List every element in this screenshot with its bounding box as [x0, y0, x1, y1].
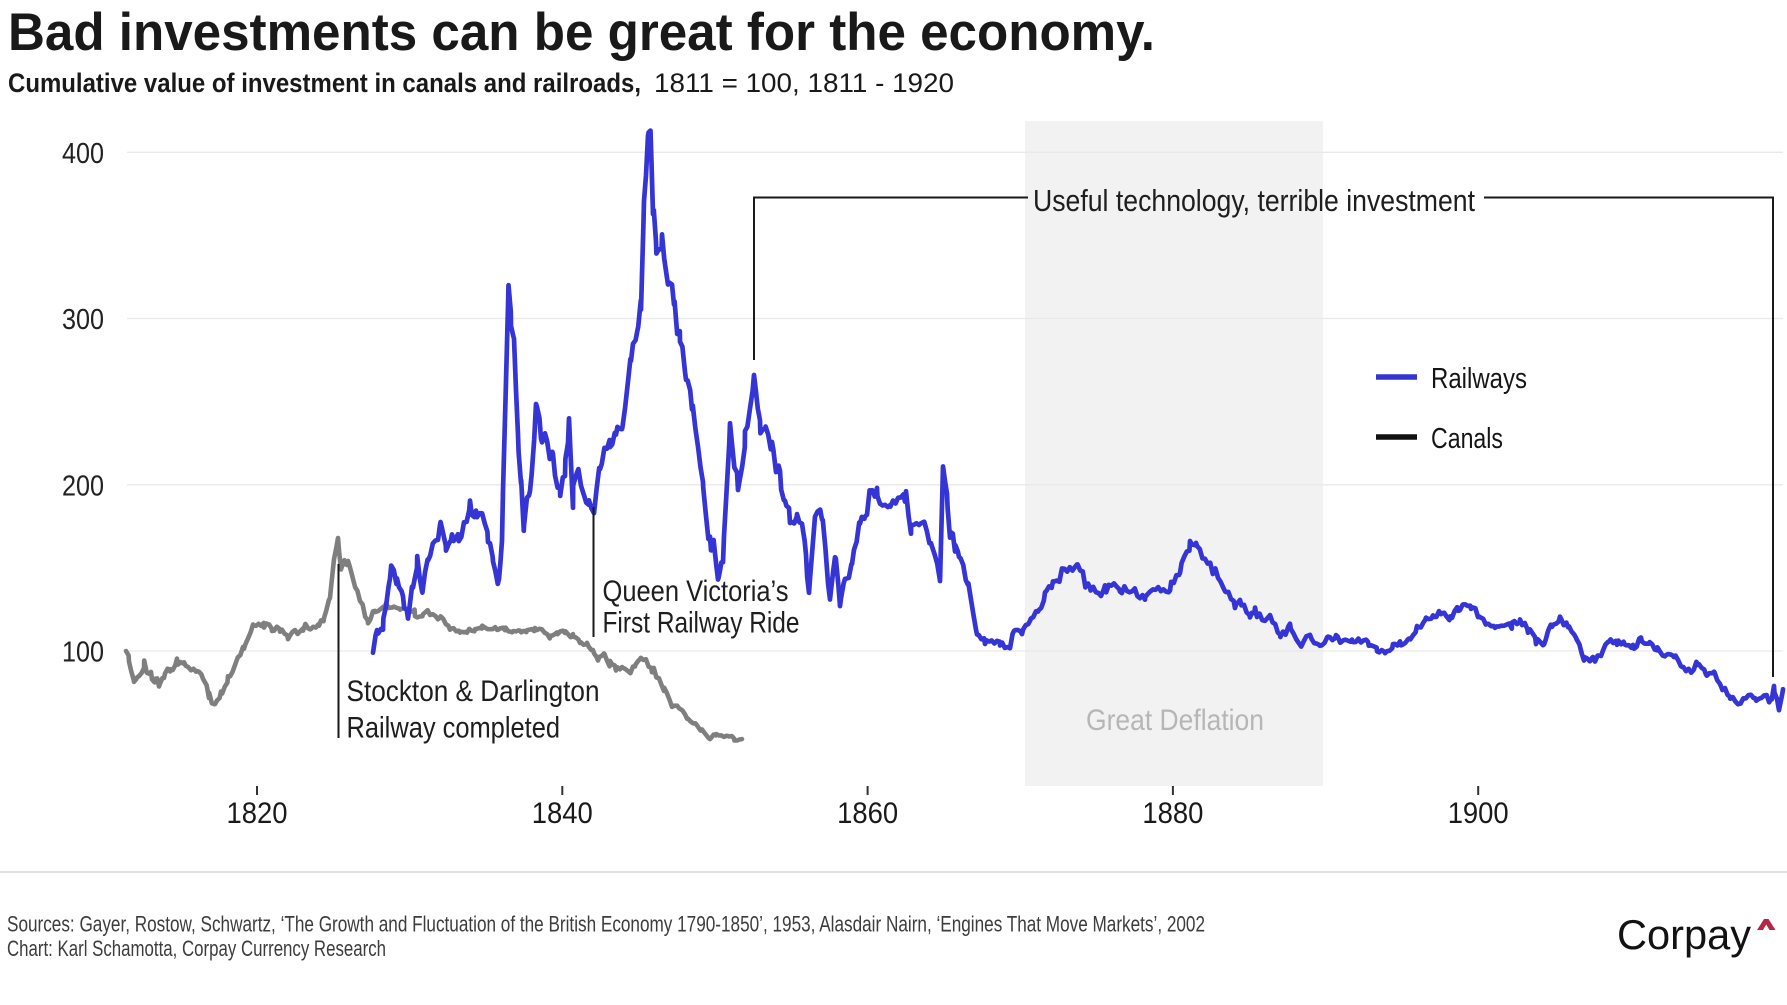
svg-text:Sources: Gayer, Rostow, Schwar: Sources: Gayer, Rostow, Schwartz, ‘The G…	[7, 912, 1205, 937]
svg-text:Useful technology, terrible in: Useful technology, terrible investment	[1033, 184, 1475, 218]
svg-text:Stockton & Darlington: Stockton & Darlington	[347, 675, 600, 708]
svg-text:Great Deflation: Great Deflation	[1086, 704, 1264, 737]
svg-text:1860: 1860	[837, 797, 898, 830]
svg-text:1811 = 100, 1811 - 1920: 1811 = 100, 1811 - 1920	[654, 68, 954, 98]
svg-text:First Railway Ride: First Railway Ride	[603, 607, 800, 640]
svg-text:400: 400	[62, 138, 104, 170]
svg-text:1880: 1880	[1142, 797, 1203, 830]
svg-text:Chart: Karl Schamotta, Corpay: Chart: Karl Schamotta, Corpay Currency R…	[7, 936, 386, 961]
svg-text:1840: 1840	[532, 797, 593, 830]
svg-text:100: 100	[62, 637, 104, 669]
svg-text:Railways: Railways	[1431, 363, 1527, 395]
svg-text:Canals: Canals	[1431, 423, 1503, 455]
svg-text:300: 300	[62, 304, 104, 336]
svg-text:Corpay: Corpay	[1617, 911, 1751, 958]
svg-text:1820: 1820	[227, 797, 288, 830]
svg-text:1900: 1900	[1448, 797, 1509, 830]
svg-text:200: 200	[62, 470, 104, 502]
svg-text:Railway completed: Railway completed	[347, 712, 561, 745]
svg-text:Cumulative value of investment: Cumulative value of investment in canals…	[8, 68, 641, 98]
svg-text:Bad investments can be great f: Bad investments can be great for the eco…	[8, 3, 1155, 62]
svg-text:Queen Victoria’s: Queen Victoria’s	[603, 575, 789, 608]
